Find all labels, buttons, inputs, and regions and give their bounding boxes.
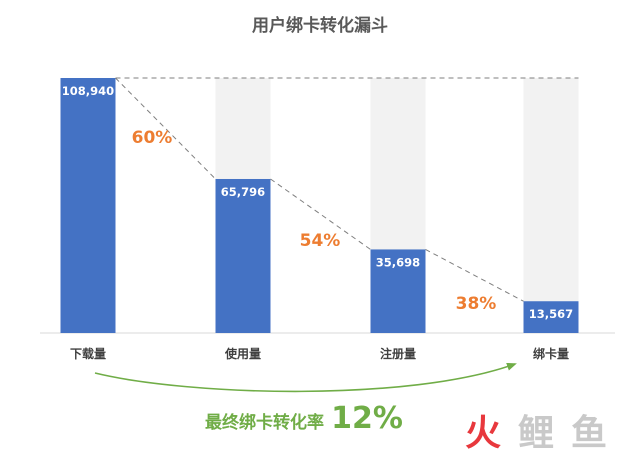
bar-4 (523, 301, 579, 333)
step-rate-label: 54% (300, 231, 341, 251)
bar-track (523, 78, 579, 333)
category-label: 使用量 (224, 346, 261, 361)
watermark-char: 鲤 (518, 413, 554, 454)
connector-line (425, 248, 524, 302)
category-label: 下载量 (70, 346, 106, 361)
bar-value-label: 13,567 (529, 307, 573, 321)
bar-1 (60, 78, 116, 333)
connector-line (115, 77, 216, 180)
watermark-char: 鱼 (571, 413, 607, 454)
chart-title: 用户绑卡转化漏斗 (252, 15, 388, 36)
step-rate-label: 38% (456, 294, 497, 314)
bar-value-label: 65,796 (221, 185, 265, 199)
bars (60, 78, 579, 333)
labels: 108,940 下载量 65,796 使用量 35,698 注册量 13,567 绑卡量 60%… (62, 84, 573, 361)
connector-line (270, 178, 371, 250)
final-rate-value: 12% (331, 401, 403, 436)
overall-conversion-arrow (94, 362, 517, 393)
watermark-char: 火 (465, 413, 501, 454)
bar-value-label: 108,940 (62, 84, 114, 98)
bar-2 (215, 178, 271, 333)
watermark-logo: 火 鲤 鱼 (465, 413, 607, 454)
final-rate-label: 最终绑卡转化率 (205, 412, 324, 433)
step-rate-label: 60% (132, 128, 173, 148)
svg-text:最终绑卡转化率 12%: 最终绑卡转化率 12% (205, 401, 403, 436)
category-label: 注册量 (380, 346, 416, 361)
background-bars (60, 78, 579, 333)
connector-lines (115, 77, 579, 302)
bar-value-label: 35,698 (376, 255, 420, 269)
category-label: 绑卡量 (533, 346, 569, 361)
bar-3 (370, 249, 426, 333)
